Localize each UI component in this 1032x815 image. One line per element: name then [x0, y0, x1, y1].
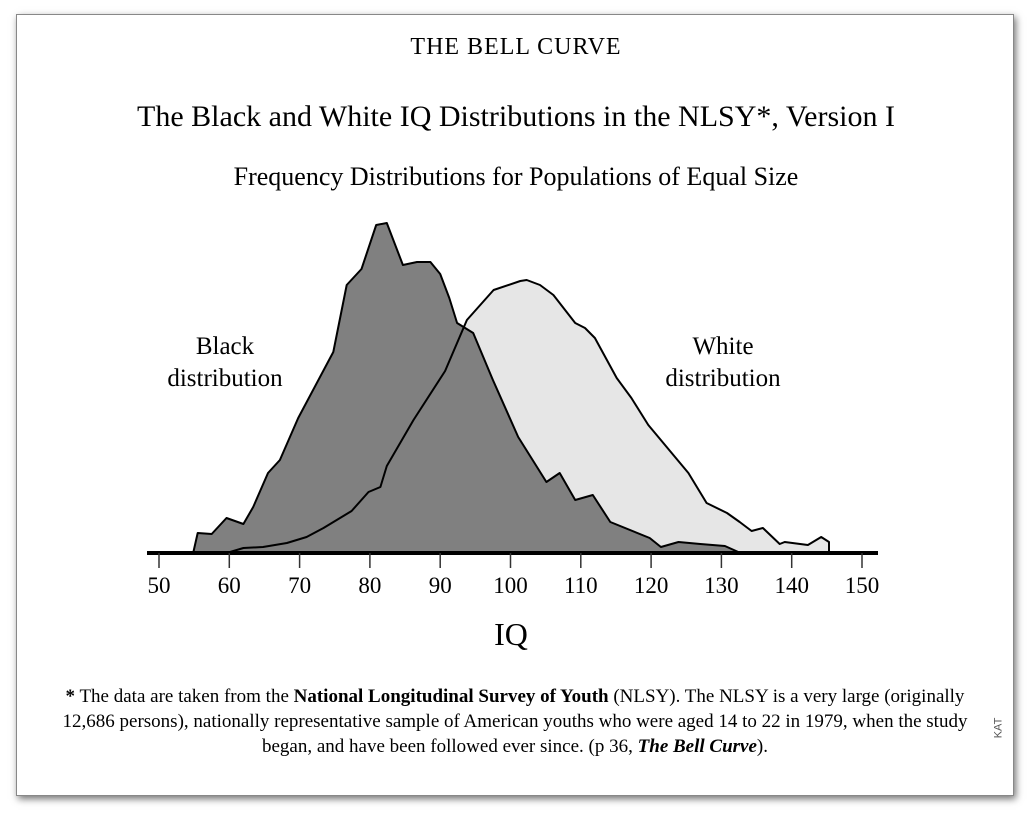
credit: KAT	[992, 717, 1005, 739]
white-distribution-label: White distribution	[648, 331, 798, 395]
footnote-star: *	[65, 686, 76, 707]
x-tick-label: 90	[429, 573, 452, 598]
book-title: THE BELL CURVE	[410, 34, 622, 60]
x-tick-label: 60	[218, 573, 241, 598]
x-axis-label: IQ	[494, 616, 528, 652]
x-tick-label: 150	[845, 573, 880, 598]
footnote-text: (NLSY). The NLSY is a very large (origin…	[62, 686, 968, 757]
footnote-text: ).	[756, 736, 768, 757]
x-tick-label: 110	[564, 573, 598, 598]
label-line: distribution	[665, 365, 781, 392]
footnote-text: The data are taken from the	[75, 686, 294, 707]
footnote-bold: National Longitudinal Survey of Youth	[293, 686, 609, 707]
label-line: White	[692, 333, 754, 360]
x-tick-label: 140	[774, 573, 809, 598]
x-tick-label: 80	[358, 573, 381, 598]
white-distribution-line	[229, 279, 830, 554]
black-distribution-area	[193, 223, 739, 553]
white-distribution-area	[230, 280, 829, 553]
x-tick-label: 130	[704, 573, 739, 598]
black-distribution-line	[192, 222, 739, 554]
footnote: * The data are taken from the National L…	[40, 684, 990, 759]
label-line: Black	[195, 333, 255, 360]
x-tick-label: 120	[634, 573, 669, 598]
black-distribution-label: Black distribution	[150, 331, 300, 395]
chart-title: The Black and White IQ Distributions in …	[137, 100, 895, 133]
x-tick-label: 70	[288, 573, 311, 598]
label-line: distribution	[167, 365, 283, 392]
chart-subtitle: Frequency Distributions for Populations …	[233, 162, 799, 191]
x-tick-label: 100	[493, 573, 528, 598]
footnote-book-title: The Bell Curve	[637, 736, 757, 757]
x-tick-label: 50	[148, 573, 171, 598]
